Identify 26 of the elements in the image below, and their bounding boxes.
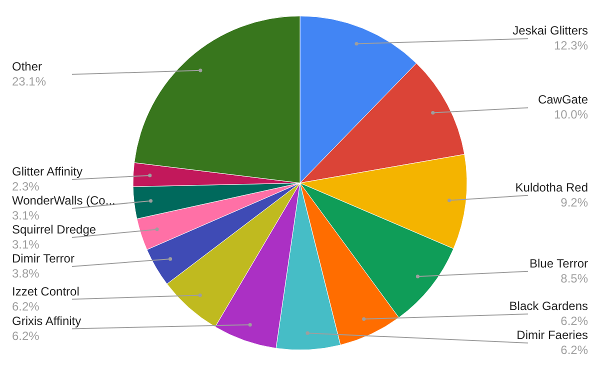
slice-label: Grixis Affinity	[12, 314, 82, 328]
data-label: 6.2%	[560, 343, 588, 357]
slice-label: Black Gardens	[509, 299, 588, 313]
data-label: 6.2%	[560, 314, 588, 328]
data-label: 6.2%	[12, 328, 40, 343]
slice-label: Izzet Control	[12, 284, 80, 298]
data-label: 3.1%	[12, 237, 40, 252]
slice-label: Other	[12, 59, 42, 74]
slice-label: Jeskai Glitters	[512, 24, 588, 38]
slice-label: Dimir Terror	[12, 251, 74, 266]
slice-label: Squirrel Dredge	[12, 222, 96, 236]
slice-label: Glitter Affinity	[12, 164, 82, 178]
data-label: 6.2%	[12, 299, 40, 314]
data-label: 3.8%	[12, 266, 40, 280]
data-label: 10.0%	[554, 108, 588, 122]
slice-label: Kuldotha Red	[515, 180, 588, 194]
data-label: 2.3%	[12, 179, 40, 194]
data-label: 23.1%	[12, 74, 46, 88]
slice-label: WonderWalls (Co...	[12, 193, 116, 208]
data-label: 8.5%	[560, 271, 588, 286]
data-label: 12.3%	[554, 38, 588, 53]
slice-label: Dimir Faeries	[516, 328, 588, 342]
data-label: 9.2%	[560, 195, 588, 210]
data-label: 3.1%	[12, 208, 40, 222]
slice-label: Blue Terror	[530, 256, 588, 270]
slice-label: CawGate	[538, 92, 588, 107]
